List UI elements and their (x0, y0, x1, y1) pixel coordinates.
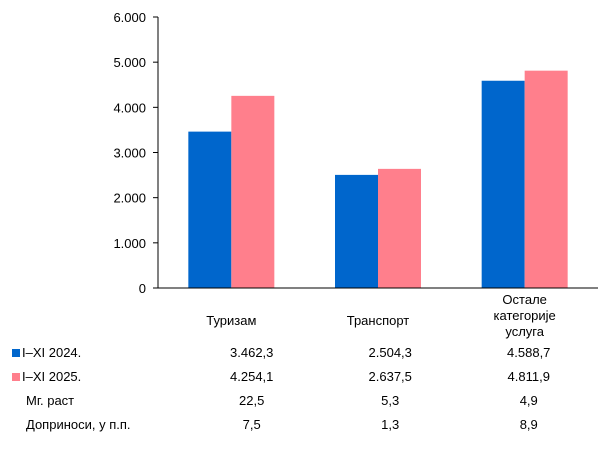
y-tick-label: 3.000 (113, 146, 146, 161)
table-cell: 1,3 (381, 416, 400, 432)
x-category-label: услуга (505, 324, 544, 339)
row-label-cell: Мг. раст (0, 388, 182, 412)
table-cell: 4,9 (519, 392, 538, 408)
legend-swatch (12, 348, 20, 357)
data-table: I–XI 2024. 3.462,3 2.504,3 4.588,7 I–XI 2025… (0, 340, 598, 436)
table-cell: 4.254,1 (230, 368, 274, 384)
row-label: I–XI 2024. (22, 344, 82, 360)
table-cell: 22,5 (239, 392, 265, 408)
y-tick-label: 4.000 (113, 100, 146, 115)
table-row: I–XI 2024. 3.462,3 2.504,3 4.588,7 (0, 340, 598, 364)
x-category-label: Остале (502, 292, 546, 307)
table-cell: 5,3 (381, 392, 400, 408)
table-cell: 2.504,3 (368, 344, 412, 360)
x-category-label: Транспорт (347, 313, 410, 328)
bar-series2 (231, 95, 275, 289)
table-cell: 8,9 (519, 416, 538, 432)
x-category-label: категорије (494, 308, 556, 323)
y-tick-label: 2.000 (113, 191, 146, 206)
bars (188, 70, 568, 289)
bar-series1 (481, 80, 525, 288)
row-label: Мг. раст (26, 392, 75, 408)
table-cell: 4.811,9 (507, 368, 550, 384)
table-row: I–XI 2025. 4.254,1 2.637,5 4.811,9 (0, 364, 598, 388)
y-tick-label: 0 (139, 281, 146, 296)
table-row: Доприноси, у п.п. 7,5 1,3 8,9 (0, 412, 598, 436)
table-cell: 4.588,7 (507, 344, 551, 360)
row-label: Доприноси, у п.п. (26, 416, 131, 432)
bar-series1 (188, 131, 232, 288)
y-axis: 0 1.000 2.000 3.000 4.000 5.000 6.000 (113, 10, 159, 296)
y-tick-label: 1.000 (113, 236, 146, 251)
bar-series2 (378, 168, 421, 288)
legend-swatch (12, 372, 20, 381)
row-label: I–XI 2025. (22, 368, 82, 384)
row-label-cell: I–XI 2025. (0, 364, 182, 388)
y-tick-label: 5.000 (113, 55, 146, 70)
table-cell: 7,5 (242, 416, 261, 432)
table-row: Мг. раст 22,5 5,3 4,9 (0, 388, 598, 412)
bar-series1 (335, 174, 378, 288)
row-label-cell: Доприноси, у п.п. (0, 412, 182, 436)
y-tick-label: 6.000 (113, 10, 146, 25)
table-cell: 3.462,3 (230, 344, 274, 360)
bar-series2 (524, 70, 568, 289)
row-label-cell: I–XI 2024. (0, 340, 182, 364)
x-category-label: Туризам (206, 313, 256, 328)
table-cell: 2.637,5 (368, 368, 412, 384)
